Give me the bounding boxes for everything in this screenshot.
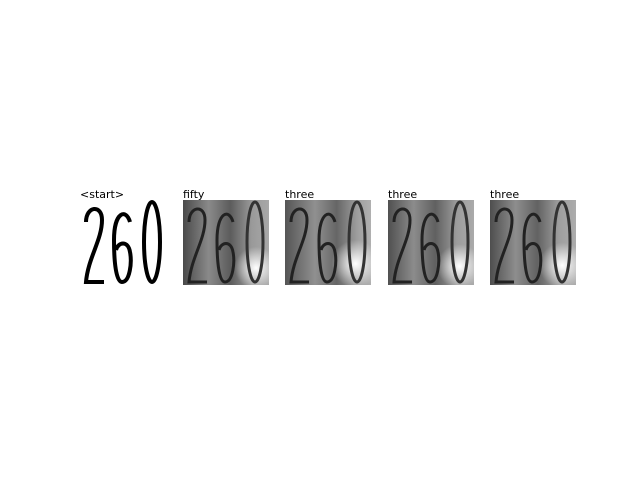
panel-label: three	[388, 188, 418, 201]
attention-map-image	[388, 200, 474, 285]
panel-label: fifty	[183, 188, 205, 201]
attention-map-image	[183, 200, 269, 285]
panel-label: <start>	[80, 188, 125, 201]
panel-2: three	[285, 188, 371, 285]
panel-label: three	[490, 188, 520, 201]
binary-digit-image	[80, 200, 166, 285]
panel-1: fifty	[183, 188, 269, 285]
attention-map-image	[285, 200, 371, 285]
attention-map-image	[490, 200, 576, 285]
panel-start: <start>	[80, 188, 166, 285]
panel-4: three	[490, 188, 576, 285]
panel-3: three	[388, 188, 474, 285]
panel-label: three	[285, 188, 315, 201]
